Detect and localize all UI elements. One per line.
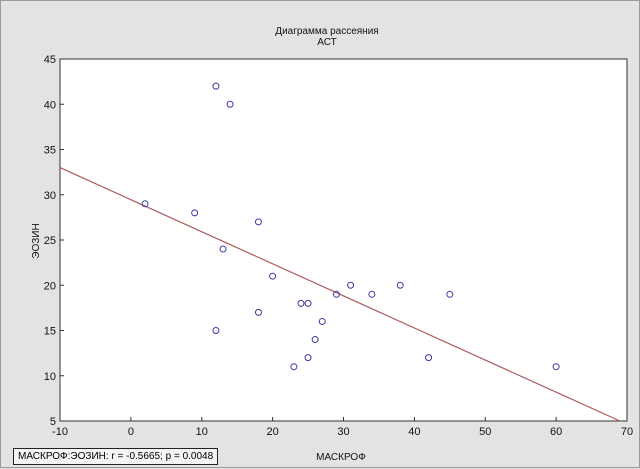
x-tick-label: 40 [408,426,420,438]
x-tick-label: 60 [550,426,562,438]
y-axis-label: ЭОЗИН [31,223,42,258]
y-tick-label: 25 [44,235,56,247]
chart-title: Диаграмма рассеяния [275,26,378,37]
x-tick-label: 50 [479,426,491,438]
data-point [297,299,305,307]
y-tick-label: 35 [44,145,56,157]
plot-area [59,58,628,422]
chart-subtitle: АСТ [317,37,336,48]
data-point [254,308,262,316]
data-point [552,363,560,371]
data-point [368,290,376,298]
data-point [212,82,220,90]
data-point [425,354,433,362]
data-point [226,100,234,108]
x-tick-label: 30 [337,426,349,438]
y-tick-label: 5 [50,416,56,428]
data-point [212,327,220,334]
x-axis-label: МАСКРОФ [316,452,366,463]
data-point [347,281,355,289]
x-tick-label: 0 [128,426,134,438]
x-tick-label: 20 [267,426,279,438]
chart-marks: -10 0 10 20 30 40 50 60 70 5 10 15 20 25 30 35 40 45 [44,54,633,438]
regression-line [59,167,621,422]
y-tick-label: 15 [44,326,56,338]
x-tick-label: 10 [196,426,208,438]
data-point [304,299,312,307]
y-tick-label: 30 [44,190,56,202]
y-tick-label: 45 [44,54,56,66]
data-point [141,200,149,208]
data-point [332,290,340,298]
correlation-annotation: МАСКРОФ:ЭОЗИН: r = -0.5665; p = 0.0048 [13,448,219,465]
data-point [191,209,199,217]
data-point [219,245,227,253]
data-point [311,336,319,344]
y-tick-label: 10 [44,371,56,383]
data-point [446,290,454,298]
data-point [396,281,404,289]
data-point [318,317,326,325]
x-tick-label: 70 [621,426,633,438]
data-point [254,218,262,226]
data-point [269,272,277,280]
data-point [304,354,312,362]
y-tick-label: 40 [44,99,56,111]
y-tick-label: 20 [44,280,56,292]
data-point [290,363,298,371]
x-tick-label: -10 [52,426,68,438]
